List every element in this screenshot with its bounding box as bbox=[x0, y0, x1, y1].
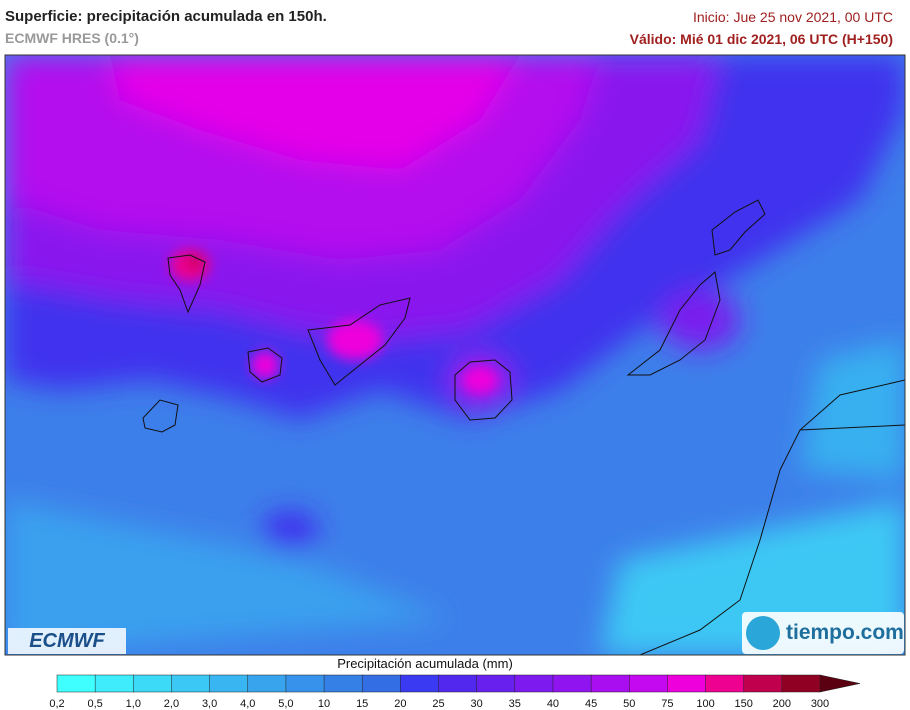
tiempo-logo: tiempo.com bbox=[742, 612, 904, 654]
legend-title: Precipitación acumulada (mm) bbox=[0, 656, 850, 671]
colorbar-label: 20 bbox=[394, 698, 406, 710]
colorbar-label: 3,0 bbox=[202, 698, 217, 710]
colorbar-segment bbox=[514, 674, 554, 693]
colorbar-segment bbox=[667, 674, 707, 693]
colorbar-segment bbox=[400, 674, 440, 693]
colorbar-label: 45 bbox=[585, 698, 597, 710]
precip-peaks bbox=[170, 249, 498, 394]
colorbar-label: 0,2 bbox=[49, 698, 64, 710]
colorbar-segment bbox=[323, 674, 363, 693]
title: Superficie: precipitación acumulada en 1… bbox=[5, 8, 327, 25]
colorbar-label: 5,0 bbox=[278, 698, 293, 710]
colorbar-segment bbox=[590, 674, 630, 693]
tiempo-text: tiempo.com bbox=[786, 621, 904, 644]
colorbar-label: 0,5 bbox=[88, 698, 103, 710]
colorbar-label: 75 bbox=[661, 698, 673, 710]
colorbar-segment bbox=[171, 674, 211, 693]
colorbar-label: 1,0 bbox=[126, 698, 141, 710]
colorbar-segment bbox=[476, 674, 516, 693]
init-time: Inicio: Jue 25 nov 2021, 00 UTC bbox=[692, 9, 893, 25]
tiempo-icon bbox=[746, 616, 780, 650]
map-frame bbox=[4, 54, 906, 656]
colorbar-label: 25 bbox=[432, 698, 444, 710]
legend-title-text: Precipitación acumulada (mm) bbox=[337, 656, 513, 671]
colorbar-segment bbox=[629, 674, 669, 693]
colorbar-segment bbox=[361, 674, 402, 693]
valid-time: Válido: Mié 01 dic 2021, 06 UTC (H+150) bbox=[629, 31, 893, 47]
colorbar-label: 10 bbox=[318, 698, 330, 710]
colorbar-segment bbox=[705, 674, 745, 693]
colorbar-overflow bbox=[819, 674, 861, 693]
colorbar-segment bbox=[133, 674, 173, 693]
colorbar-label: 150 bbox=[735, 698, 753, 710]
colorbar-label: 300 bbox=[811, 698, 829, 710]
colorbar-segment bbox=[209, 674, 249, 693]
subtitle: ECMWF HRES (0.1°) bbox=[5, 30, 139, 46]
colorbar-label: 50 bbox=[623, 698, 635, 710]
colorbar: 0,2 0,5 1,0 2,0 3,0 4,0 5,0 10 15 20 25 30 35 40 45 50 7… bbox=[49, 674, 861, 710]
coastlines bbox=[142, 199, 905, 655]
colorbar-label: 15 bbox=[356, 698, 368, 710]
colorbar-segment bbox=[438, 674, 478, 693]
colorbar-segment bbox=[94, 674, 135, 693]
colorbar-label: 35 bbox=[509, 698, 521, 710]
colorbar-label: 2,0 bbox=[164, 698, 179, 710]
colorbar-segment bbox=[552, 674, 592, 693]
ecmwf-logo: ECMWF bbox=[8, 628, 126, 654]
colorbar-label: 4,0 bbox=[240, 698, 255, 710]
colorbar-segment bbox=[285, 674, 325, 693]
colorbar-label: 30 bbox=[471, 698, 483, 710]
colorbar-label: 100 bbox=[696, 698, 714, 710]
colorbar-segment bbox=[781, 674, 821, 693]
colorbar-segment bbox=[247, 674, 287, 693]
map bbox=[5, 55, 905, 655]
colorbar-segment bbox=[56, 674, 96, 693]
colorbar-segment bbox=[743, 674, 783, 693]
colorbar-label: 40 bbox=[547, 698, 559, 710]
colorbar-label: 200 bbox=[773, 698, 791, 710]
